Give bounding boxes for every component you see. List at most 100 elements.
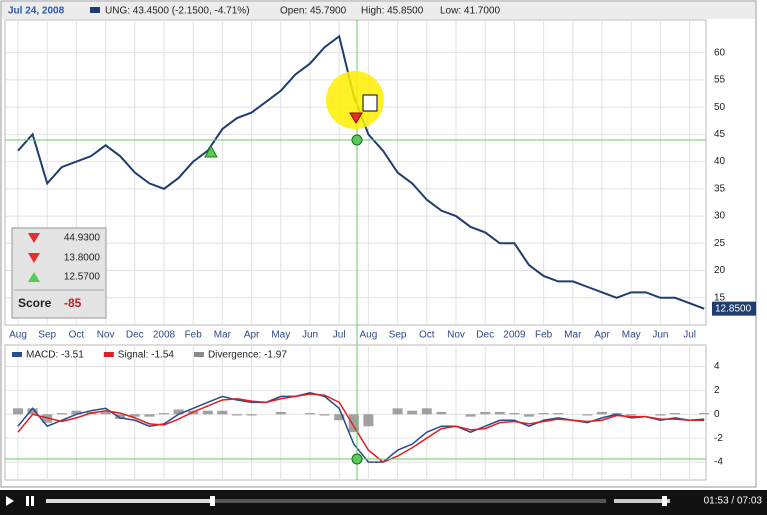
x-tick-label: Jul [683, 330, 696, 341]
x-tick-label: Feb [185, 330, 203, 341]
x-tick-label: May [622, 330, 641, 341]
divergence-bar [699, 413, 710, 415]
quote: UNG: 43.4500 (-2.1500, -4.71%) [105, 6, 250, 17]
divergence-bar [363, 414, 374, 427]
x-tick-label: Aug [9, 330, 27, 341]
x-tick-label: 2008 [153, 330, 176, 341]
divergence-bar [173, 409, 184, 415]
x-tick-label: Nov [447, 330, 465, 341]
divergence-bar [319, 414, 330, 416]
progress-track[interactable] [46, 499, 606, 503]
x-tick-label: Nov [97, 330, 115, 341]
signals-box [11, 227, 107, 319]
legend-swatch [12, 352, 22, 357]
play-button[interactable] [6, 496, 14, 506]
divergence-bar [553, 413, 564, 415]
divergence-bar [246, 414, 257, 416]
progress-fill [46, 499, 212, 503]
divergence-bar [56, 413, 67, 415]
x-tick-label: Jun [302, 330, 318, 341]
divergence-bar [13, 408, 23, 415]
divergence-bar [436, 411, 447, 415]
highlight [326, 71, 384, 129]
y-tick-label: 0 [714, 409, 720, 420]
volume-track[interactable] [614, 499, 670, 503]
y-tick-label: 30 [714, 211, 726, 222]
y-tick-label: 20 [714, 265, 726, 276]
divergence-bar [465, 414, 476, 417]
divergence-bar [421, 408, 432, 415]
x-tick-label: Oct [69, 330, 85, 341]
x-tick-label: Mar [564, 330, 582, 341]
header-bar [2, 2, 755, 19]
divergence-bar [407, 410, 418, 415]
x-tick-label: Aug [360, 330, 378, 341]
low: Low: 41.7000 [440, 6, 500, 17]
legend-swatch [90, 7, 100, 13]
divergence-bar [100, 411, 111, 415]
volume-thumb[interactable] [662, 496, 667, 506]
y-tick-label: 45 [714, 129, 726, 140]
open: Open: 45.7900 [280, 6, 347, 17]
legend-swatch [193, 352, 204, 357]
x-tick-label: Dec [476, 330, 494, 341]
y-tick-label: -2 [714, 433, 723, 444]
y-tick-label: 2 [714, 385, 720, 396]
x-tick-label: Sep [38, 330, 56, 341]
x-tick-label: Oct [419, 330, 435, 341]
signal-value: 13.8000 [64, 253, 101, 264]
sell-marker [349, 112, 363, 124]
divergence-bar [655, 414, 666, 416]
signal-icon [28, 272, 40, 282]
divergence-bar [71, 410, 82, 415]
y-tick-label: 55 [714, 75, 726, 86]
divergence-bar [626, 414, 637, 416]
y-tick-label: 50 [714, 102, 726, 113]
pause-button [31, 496, 34, 506]
divergence-bar [217, 410, 228, 415]
divergence-bar [275, 411, 286, 415]
divergence-bar [582, 414, 593, 416]
score: -85 [64, 296, 82, 310]
divergence-bar [509, 413, 520, 415]
pause-button[interactable] [26, 496, 29, 506]
divergence-bar [159, 413, 169, 415]
macd-line [17, 393, 705, 463]
last-price: 12.8500 [715, 303, 752, 314]
legend-label: MACD: -3.51 [26, 350, 84, 361]
buy-marker [204, 144, 218, 158]
divergence-bar [305, 413, 315, 415]
macd-panel [4, 344, 707, 481]
signal-value: 12.5700 [64, 272, 101, 283]
divergence-bar [129, 414, 140, 417]
legend-label: Signal: -1.54 [118, 350, 175, 361]
x-tick-label: Dec [126, 330, 144, 341]
y-tick-label: -4 [714, 457, 723, 468]
high: High: 45.8500 [361, 6, 424, 17]
cross-marker [351, 453, 363, 465]
divergence-bar [494, 411, 505, 415]
divergence-bar [115, 414, 126, 420]
x-tick-label: Jul [333, 330, 346, 341]
x-tick-label: Apr [244, 330, 260, 341]
divergence-bar [348, 414, 359, 433]
legend-label: Divergence: -1.97 [208, 350, 287, 361]
y-tick-label: 40 [714, 156, 726, 167]
divergence-bar [232, 414, 242, 416]
x-tick-label: Sep [389, 330, 407, 341]
y-tick-label: 4 [714, 361, 720, 372]
x-tick-label: Jun [652, 330, 668, 341]
divergence-bar [392, 408, 403, 415]
date: Jul 24, 2008 [8, 6, 65, 17]
x-tick-label: Feb [535, 330, 553, 341]
y-tick-label: 25 [714, 238, 726, 249]
y-tick-label: 15 [714, 292, 726, 303]
signal-value: 44.9300 [64, 233, 101, 244]
legend-swatch [103, 352, 114, 357]
x-tick-label: 2009 [503, 330, 526, 341]
progress-thumb[interactable] [210, 496, 215, 506]
y-tick-label: 35 [714, 183, 726, 194]
divergence-bar [670, 413, 680, 415]
